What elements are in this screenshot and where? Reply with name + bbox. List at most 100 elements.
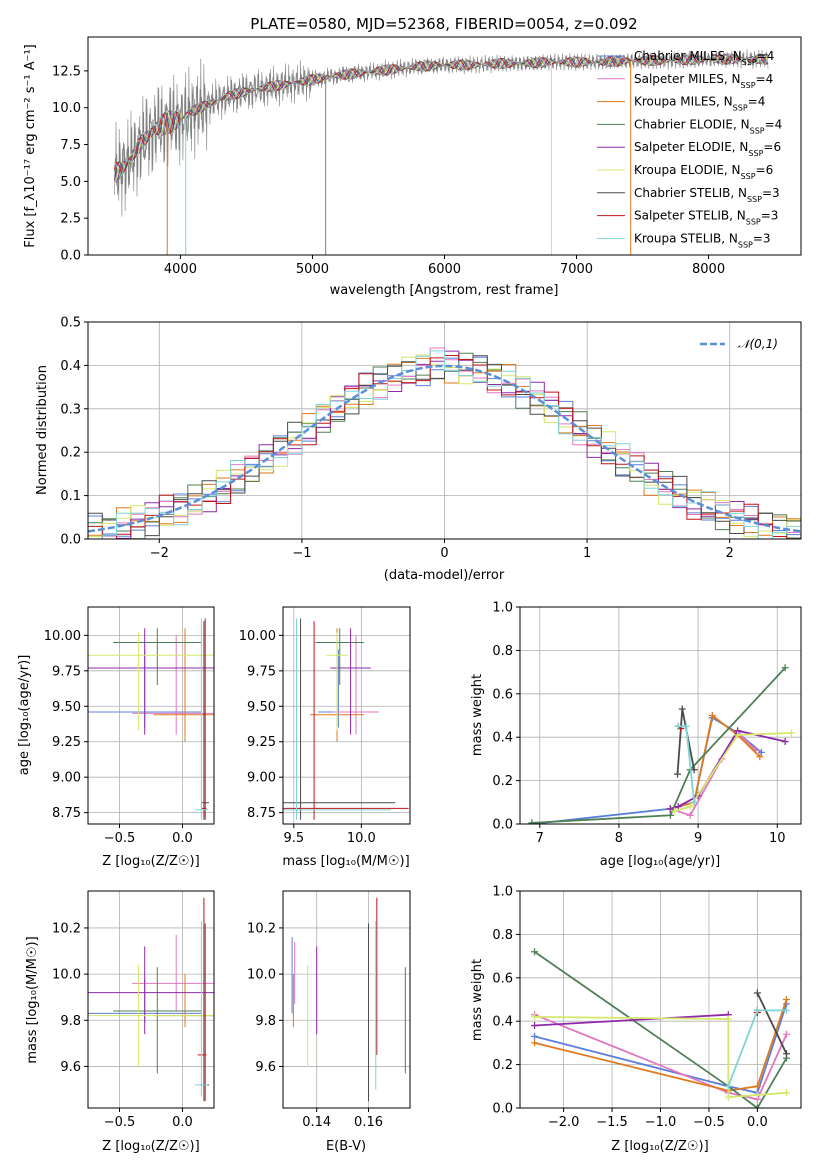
x-tick-label: 4000: [164, 262, 197, 277]
mass-weight-point-chabrier-elodie: [666, 811, 674, 819]
y-tick-label: 9.25: [52, 735, 81, 750]
y-tick-label: 0.4: [492, 731, 513, 746]
x-tick-label: 9: [694, 831, 702, 846]
mass-ebv-frame: [282, 890, 411, 1109]
mass-weight-point-kroupa-miles: [782, 996, 790, 1003]
y-tick-label: 9.50: [52, 700, 81, 715]
y-tick-label: 0.0: [492, 818, 513, 833]
mass-weight-line-salpeter-elodie: [534, 1013, 729, 1027]
y-tick-label: 9.75: [52, 664, 81, 679]
y-tick-label: 8.75: [247, 806, 276, 821]
mw-z-marks: [531, 948, 790, 1108]
legend-subscript: SSP: [738, 240, 753, 249]
x-tick-label: 10: [769, 831, 786, 846]
spectrum-legend: Chabrier MILES, NSSP=4 Salpeter MILES, NS…: [597, 49, 782, 249]
x-tick-label: −2.0: [548, 1115, 580, 1130]
x-tick-label: 7000: [560, 262, 593, 277]
mass-weight-point-kroupa-stelib: [682, 722, 690, 730]
legend-label-kroupa-elodie: Kroupa ELODIE, NSSP=6: [634, 163, 773, 181]
mass-weight-point-chabrier-stelib: [753, 989, 761, 997]
mw-z-frame: [519, 890, 802, 1109]
legend-subscript: SSP: [733, 103, 748, 112]
age-z-marks: [88, 618, 214, 820]
y-tick-label: 9.50: [247, 700, 276, 715]
y-tick-label: 0.8: [492, 644, 513, 659]
y-tick-label: 0.8: [492, 928, 513, 943]
y-tick-label: 0.4: [492, 1015, 513, 1030]
x-tick-label: −1.5: [596, 1115, 628, 1130]
mass-weight-point-salpeter-elodie: [781, 738, 789, 746]
legend-subscript: SSP: [741, 80, 756, 89]
spectrum-title: PLATE=0580, MJD=52368, FIBERID=0054, z=0…: [250, 15, 637, 33]
age-z-y-ticks: 8.75 9.00 9.25 9.50 9.75 10.00: [44, 629, 88, 821]
y-tick-label: 0.6: [492, 687, 513, 702]
mass-weight-point-chabrier-stelib: [674, 770, 682, 778]
mass-weight-vs-metallicity-panel: −2.0 −1.5 −1.0 −0.5 0.0 0.0 0.2 0.4 0.6 0.8 1.0 Z…: [470, 885, 802, 1154]
y-tick-label: 9.25: [247, 735, 276, 750]
y-tick-label: 12.5: [52, 64, 81, 79]
y-tick-label: 8.75: [52, 806, 81, 821]
age-mass-x-ticks: 9.5 10.0: [283, 824, 376, 846]
mass-ebv-y-ticks: 9.6 9.8 10.0 10.2: [247, 921, 283, 1075]
y-tick-label: 2.5: [60, 212, 81, 227]
mass-weight-point-kroupa-elodie: [531, 1013, 539, 1021]
mass-weight-point-kroupa-stelib: [674, 722, 682, 730]
mass-weight-point-salpeter-miles: [686, 811, 694, 819]
mass-weight-line-chabrier-miles: [534, 1003, 788, 1094]
mass-z-y-label: mass [log₁₀(M/M☉)]: [25, 936, 40, 1063]
x-tick-label: 10.0: [347, 831, 376, 846]
age-mass-frame: [282, 606, 411, 825]
y-tick-label: 9.6: [255, 1060, 276, 1075]
mass-weight-point-chabrier-stelib: [678, 705, 686, 713]
x-tick-label: 5000: [296, 262, 329, 277]
x-tick-label: −2: [150, 546, 169, 561]
mass-vs-metallicity-panel: −0.5 0.0 9.6 9.8 10.0 10.2 Z [log₁₀(Z/Z☉)] m…: [25, 890, 215, 1154]
mass-weight-point-kroupa-stelib: [690, 798, 698, 806]
mass-weight-point-kroupa-stelib: [724, 1082, 732, 1090]
normal-distribution-curve: [88, 364, 801, 533]
mass-weight-point-chabrier-stelib: [782, 1050, 790, 1058]
mass-weight-point-kroupa-elodie: [724, 1015, 732, 1023]
mass-weight-point-salpeter-miles: [782, 1030, 790, 1038]
mass-weight-line-chabrier-elodie: [531, 667, 786, 824]
mass-weight-line-kroupa-elodie: [674, 732, 792, 812]
age-mass-x-label: mass [log₁₀(M/M☉)]: [282, 854, 409, 869]
age-z-frame: [87, 606, 215, 825]
mass-weight-vs-age-panel: 7 8 9 10 0.0 0.2 0.4 0.6 0.8 1.0 age [log₁₀(age/…: [470, 601, 802, 869]
mw-age-marks: [528, 664, 796, 824]
spectrum-y-label: Flux [f_λ10⁻¹⁷ erg cm⁻² s⁻¹ A⁻¹]: [23, 44, 38, 248]
x-tick-label: −0.5: [693, 1115, 725, 1130]
mass-weight-point-kroupa-miles: [708, 712, 716, 719]
mass-weight-point-chabrier-elodie: [531, 948, 539, 956]
legend-label-salpeter-stelib: Salpeter STELIB, NSSP=3: [634, 209, 778, 227]
normal-legend-label: 𝒩(0,1): [738, 337, 778, 351]
y-tick-label: 9.75: [247, 664, 276, 679]
mass-z-frame: [87, 890, 215, 1109]
x-tick-label: 6000: [428, 262, 461, 277]
mass-weight-point-kroupa-elodie: [724, 1093, 732, 1101]
residual-histogram-chabrier-stelib: [88, 355, 801, 539]
x-tick-label: 1: [583, 546, 591, 561]
mass-weight-point-chabrier-miles: [757, 748, 765, 756]
residual-y-label: Normed distribution: [35, 365, 50, 495]
spectrum-marks: [113, 49, 769, 255]
legend-subscript: SSP: [747, 194, 762, 203]
legend-label-chabrier-elodie: Chabrier ELODIE, NSSP=4: [634, 117, 782, 135]
y-tick-label: 10.00: [44, 629, 81, 644]
mass-weight-point-kroupa-elodie: [782, 1089, 790, 1097]
legend-label-salpeter-miles: Salpeter MILES, NSSP=4: [634, 72, 773, 90]
mass-weight-point-chabrier-elodie: [528, 819, 536, 824]
x-tick-label: 8: [615, 831, 623, 846]
mass-z-y-ticks: 9.6 9.8 10.0 10.2: [52, 921, 88, 1075]
y-tick-label: 0.2: [492, 1058, 513, 1073]
mass-weight-line-chabrier-stelib: [756, 992, 788, 1055]
x-tick-label: 0.0: [747, 1115, 768, 1130]
mass-weight-point-kroupa-miles: [531, 1039, 539, 1047]
mw-z-x-label: Z [log₁₀(Z/Z☉)]: [611, 1139, 708, 1154]
legend-subscript: SSP: [748, 149, 763, 158]
mass-weight-point-chabrier-elodie: [781, 664, 789, 672]
age-z-y-label: age [log₁₀(age/yr)]: [17, 655, 32, 776]
y-tick-label: 0.2: [492, 774, 513, 789]
y-tick-label: 10.2: [52, 921, 81, 936]
